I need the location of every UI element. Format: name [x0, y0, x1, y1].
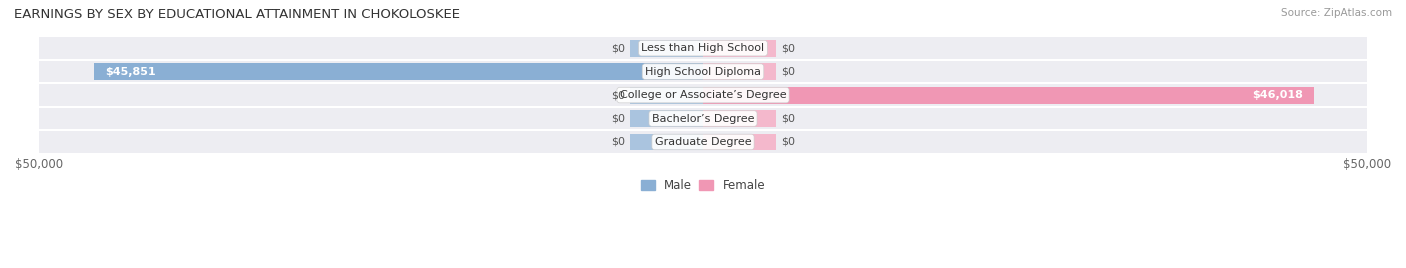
Text: $0: $0: [610, 90, 624, 100]
Legend: Male, Female: Male, Female: [641, 179, 765, 192]
Bar: [39, 108, 1367, 129]
Text: $0: $0: [610, 114, 624, 124]
Bar: [703, 133, 776, 150]
Text: $45,851: $45,851: [105, 67, 156, 77]
Text: $46,018: $46,018: [1253, 90, 1303, 100]
Bar: [39, 61, 1367, 82]
Text: $0: $0: [610, 137, 624, 147]
Text: Less than High School: Less than High School: [641, 43, 765, 53]
Text: High School Diploma: High School Diploma: [645, 67, 761, 77]
Text: Source: ZipAtlas.com: Source: ZipAtlas.com: [1281, 8, 1392, 18]
Text: $0: $0: [782, 67, 796, 77]
Bar: [703, 87, 1315, 103]
Text: $0: $0: [782, 43, 796, 53]
Text: College or Associate’s Degree: College or Associate’s Degree: [620, 90, 786, 100]
Text: $0: $0: [782, 114, 796, 124]
Bar: [703, 110, 776, 127]
Bar: [39, 84, 1367, 106]
Text: Graduate Degree: Graduate Degree: [655, 137, 751, 147]
Bar: [703, 40, 776, 57]
Text: EARNINGS BY SEX BY EDUCATIONAL ATTAINMENT IN CHOKOLOSKEE: EARNINGS BY SEX BY EDUCATIONAL ATTAINMEN…: [14, 8, 460, 21]
Text: $0: $0: [782, 137, 796, 147]
Bar: [703, 63, 776, 80]
Bar: [630, 40, 703, 57]
Text: Bachelor’s Degree: Bachelor’s Degree: [652, 114, 754, 124]
Bar: [39, 131, 1367, 153]
Bar: [630, 110, 703, 127]
Text: $0: $0: [610, 43, 624, 53]
Bar: [39, 37, 1367, 59]
Bar: [630, 87, 703, 103]
Bar: [94, 63, 703, 80]
Bar: [630, 133, 703, 150]
